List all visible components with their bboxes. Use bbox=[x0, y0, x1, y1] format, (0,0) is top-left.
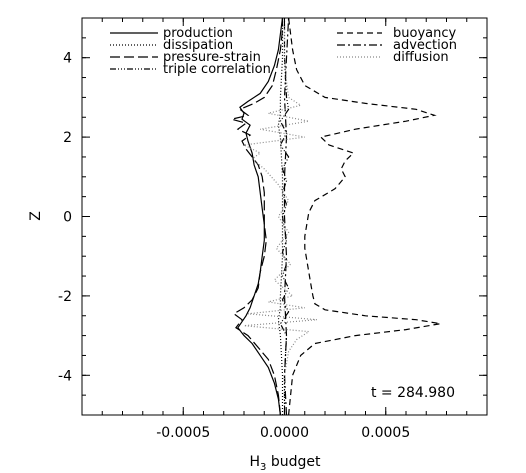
series-production bbox=[237, 17, 284, 416]
series-diffusion bbox=[241, 18, 317, 415]
legend-label-triple-correlation: triple correlation bbox=[163, 62, 271, 77]
x-axis-label: H3 budget bbox=[250, 454, 322, 473]
legend-layer: productiondissipationpressure-straintrip… bbox=[110, 26, 457, 77]
series-triple-correlation bbox=[279, 18, 290, 415]
x-tick-label: 0.0005 bbox=[361, 425, 410, 441]
legend-label-pressure-strain: pressure-strain bbox=[163, 50, 261, 65]
y-tick-label: -4 bbox=[58, 368, 72, 384]
series-buoyancy bbox=[288, 17, 441, 416]
y-axis-label: Z bbox=[28, 211, 44, 221]
legend-label-advection: advection bbox=[393, 38, 457, 53]
y-tick-label: 0 bbox=[63, 210, 72, 226]
ticks-layer: -0.0005 0.0000 0.0005 -4 -2 0 2 4 bbox=[58, 17, 488, 441]
x-axis-label-sub: 3 bbox=[260, 462, 266, 473]
time-annotation: t = 284.980 bbox=[371, 385, 455, 401]
legend-label-dissipation: dissipation bbox=[163, 38, 233, 53]
legend-label-buoyancy: buoyancy bbox=[393, 26, 456, 41]
x-axis-label-suffix: budget bbox=[266, 454, 321, 470]
x-tick-label: -0.0005 bbox=[156, 425, 210, 441]
y-tick-label: -2 bbox=[58, 289, 72, 305]
series-pressure-strain bbox=[229, 18, 284, 416]
y-tick-label: 2 bbox=[63, 130, 72, 146]
x-axis-label-main: H bbox=[250, 454, 261, 470]
series-advection bbox=[283, 17, 290, 416]
legend-label-diffusion: diffusion bbox=[393, 50, 449, 65]
series-layer bbox=[229, 17, 441, 416]
legend-label-production: production bbox=[163, 26, 233, 41]
y-tick-label: 4 bbox=[63, 51, 72, 67]
x-tick-label: 0.0000 bbox=[260, 425, 309, 441]
